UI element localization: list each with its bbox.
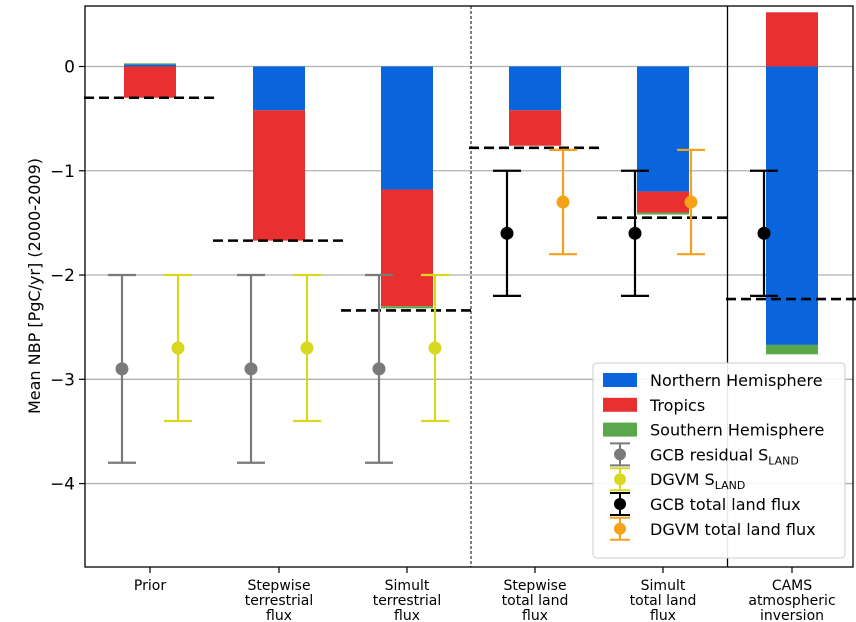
x-tick-label: Simult bbox=[385, 578, 430, 594]
x-tick-label: terrestrial bbox=[245, 593, 314, 609]
bar-segment bbox=[253, 110, 305, 241]
y-axis: 0 −1 −2 −3 −4 bbox=[50, 57, 85, 495]
bar-segment bbox=[124, 63, 176, 65]
bar-segment bbox=[637, 212, 689, 215]
bar-segment bbox=[637, 191, 689, 213]
x-tick-label: CAMS bbox=[772, 578, 812, 594]
legend-label: GCB residual SLAND bbox=[650, 445, 799, 467]
legend-label: DGVM SLAND bbox=[650, 470, 745, 492]
legend-point bbox=[614, 498, 626, 510]
x-tick-label: flux bbox=[266, 608, 292, 622]
bar-segment bbox=[637, 66, 689, 192]
legend-label: Southern Hemisphere bbox=[650, 421, 824, 440]
errorbar-point bbox=[428, 341, 442, 355]
legend-label: DGVM total land flux bbox=[650, 520, 816, 539]
errorbar-point bbox=[115, 362, 129, 376]
bar-segment bbox=[124, 66, 176, 98]
x-tick-label: Stepwise bbox=[247, 578, 310, 594]
y-tick-label: −1 bbox=[50, 162, 75, 182]
x-tick-label: inversion bbox=[760, 608, 824, 622]
legend-swatch bbox=[603, 397, 637, 412]
errorbar-point bbox=[684, 195, 698, 209]
x-tick-label: flux bbox=[522, 608, 548, 622]
x-tick-label: total land bbox=[502, 593, 569, 609]
x-tick-label: Prior bbox=[134, 578, 166, 594]
x-tick-label: total land bbox=[630, 593, 697, 609]
y-tick-label: −4 bbox=[50, 475, 75, 495]
legend-label: GCB total land flux bbox=[650, 495, 801, 514]
y-tick-label: 0 bbox=[64, 57, 75, 77]
legend-label: Tropics bbox=[649, 396, 705, 415]
legend-point bbox=[614, 448, 626, 461]
legend-point bbox=[614, 522, 626, 535]
bar-segment bbox=[509, 110, 561, 146]
x-tick-label: terrestrial bbox=[373, 593, 442, 609]
y-axis-label: Mean NBP [PgC/yr] (2000-2009) bbox=[25, 158, 44, 414]
error-bars bbox=[108, 148, 778, 464]
bar-segment bbox=[766, 66, 818, 345]
bar-segment bbox=[766, 344, 818, 355]
x-tick-label: flux bbox=[650, 608, 676, 622]
plot-frame bbox=[84, 5, 854, 568]
bar-segment bbox=[381, 189, 433, 307]
errorbar-point bbox=[171, 341, 185, 355]
x-tick-label: Simult bbox=[641, 578, 686, 594]
errorbar-point bbox=[556, 195, 570, 209]
x-tick-label: atmospheric bbox=[748, 593, 835, 609]
legend-point bbox=[614, 473, 626, 486]
legend-label: Northern Hemisphere bbox=[650, 371, 823, 390]
y-tick-label: −2 bbox=[50, 266, 75, 286]
errorbar-point bbox=[757, 226, 771, 240]
bar-segment bbox=[509, 66, 561, 111]
x-axis: Prior StepwiseterrestrialfluxSimultterres… bbox=[134, 567, 836, 622]
total-lines bbox=[84, 96, 856, 312]
legend-swatch bbox=[603, 422, 637, 437]
legend: Northern Hemisphere Tropics Southern Hemis… bbox=[592, 362, 846, 559]
legend-swatch bbox=[603, 373, 637, 387]
y-tick-label: −3 bbox=[50, 370, 75, 390]
errorbar-point bbox=[300, 341, 314, 355]
errorbar-point bbox=[628, 226, 642, 240]
bar-segment bbox=[253, 66, 305, 111]
errorbar-point bbox=[244, 362, 258, 376]
x-tick-label: Stepwise bbox=[503, 578, 566, 594]
errorbar-point bbox=[500, 226, 514, 240]
stacked-bars bbox=[124, 12, 818, 355]
x-tick-label: flux bbox=[394, 608, 420, 622]
bar-segment bbox=[381, 66, 433, 190]
legend-box bbox=[592, 362, 846, 559]
errorbar-point bbox=[372, 362, 386, 376]
bar-segment bbox=[766, 12, 818, 67]
bar-segment bbox=[381, 306, 433, 309]
bar-segment bbox=[124, 64, 176, 67]
